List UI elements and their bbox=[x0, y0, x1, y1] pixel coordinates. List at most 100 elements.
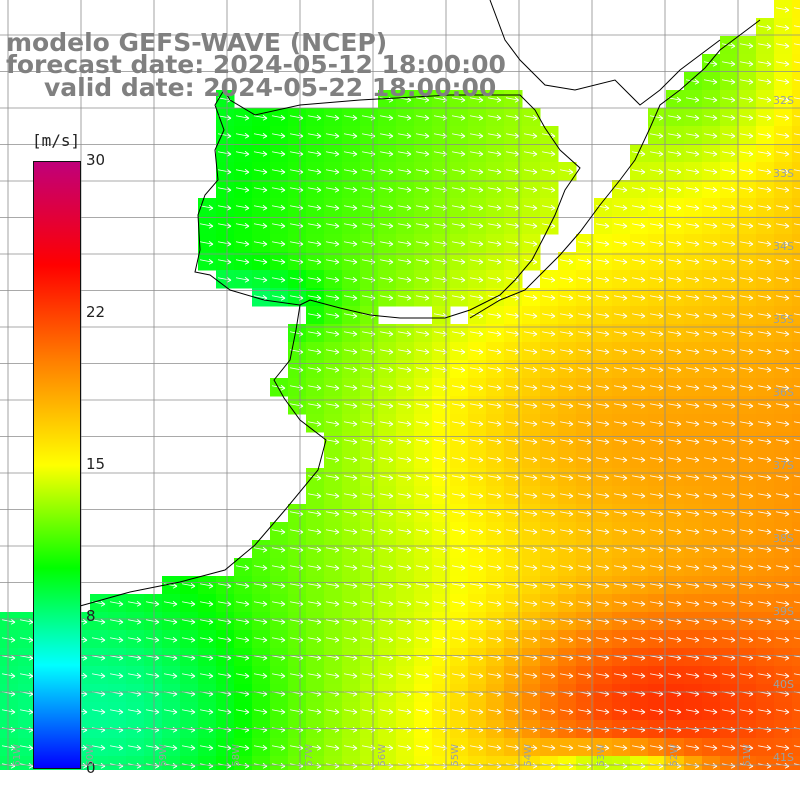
wind-vector bbox=[163, 744, 178, 751]
wind-vector bbox=[379, 546, 394, 553]
wind-vector bbox=[667, 636, 682, 643]
wind-vector bbox=[145, 708, 160, 715]
wind-vector bbox=[379, 438, 394, 445]
wind-vector bbox=[343, 492, 358, 499]
wind-vector bbox=[307, 582, 322, 589]
wind-vector bbox=[325, 492, 340, 499]
wind-vector bbox=[541, 276, 556, 283]
wind-vector bbox=[343, 186, 358, 193]
wind-vector bbox=[667, 582, 682, 589]
wind-vector bbox=[631, 312, 646, 319]
wind-vector bbox=[415, 186, 430, 193]
wind-vector bbox=[703, 150, 718, 157]
wind-vector bbox=[487, 582, 502, 589]
wind-vector bbox=[415, 294, 430, 301]
wind-vector bbox=[541, 348, 556, 355]
title-forecast-date: forecast date: 2024-05-12 18:00:00 bbox=[6, 50, 506, 79]
wind-vector bbox=[667, 276, 682, 283]
wind-vector bbox=[487, 204, 502, 211]
wind-vector bbox=[649, 636, 664, 643]
wind-vector bbox=[667, 402, 682, 409]
wind-vector bbox=[631, 600, 646, 607]
wind-vector bbox=[685, 222, 700, 229]
wind-vector bbox=[685, 438, 700, 445]
wind-vector bbox=[649, 420, 664, 427]
wind-vector bbox=[235, 132, 250, 139]
wind-vector bbox=[307, 204, 322, 211]
wind-vector bbox=[523, 240, 538, 247]
wind-vector bbox=[739, 294, 754, 301]
wind-vector bbox=[379, 744, 394, 751]
wind-vector bbox=[343, 618, 358, 625]
wind-vector bbox=[469, 744, 484, 751]
wind-vector bbox=[685, 240, 700, 247]
wind-vector bbox=[757, 42, 772, 49]
wind-vector bbox=[469, 366, 484, 373]
longitude-label: 56W bbox=[377, 744, 388, 767]
wind-vector bbox=[505, 366, 520, 373]
wind-vector bbox=[235, 600, 250, 607]
wind-vector bbox=[757, 60, 772, 67]
wind-vector bbox=[541, 492, 556, 499]
wind-vector bbox=[541, 618, 556, 625]
wind-vector bbox=[793, 187, 800, 190]
wind-vector bbox=[667, 258, 682, 265]
wind-vector bbox=[703, 348, 718, 355]
wind-vector bbox=[451, 636, 466, 643]
wind-vector bbox=[577, 600, 592, 607]
wind-vector bbox=[721, 384, 736, 391]
wind-vector bbox=[199, 618, 214, 625]
wind-vector bbox=[757, 258, 772, 265]
wind-vector bbox=[397, 294, 412, 301]
wind-vector bbox=[667, 744, 682, 751]
wind-vector bbox=[703, 528, 718, 535]
wind-vector bbox=[91, 672, 106, 679]
wind-vector bbox=[271, 276, 286, 283]
wind-vector bbox=[685, 456, 700, 463]
wind-vector bbox=[487, 492, 502, 499]
wind-speed-cell bbox=[792, 126, 800, 145]
wind-vector bbox=[451, 492, 466, 499]
wind-vector bbox=[217, 168, 232, 175]
wind-vector bbox=[613, 222, 628, 229]
wind-vector bbox=[325, 330, 340, 337]
wind-vector bbox=[577, 456, 592, 463]
wind-vector bbox=[685, 474, 700, 481]
wind-vector bbox=[667, 366, 682, 373]
wind-vector bbox=[325, 348, 340, 355]
wind-vector bbox=[649, 168, 664, 175]
wind-speed-cell bbox=[792, 666, 800, 685]
wind-vector bbox=[577, 240, 592, 247]
wind-speed-cell bbox=[792, 558, 800, 577]
wind-vector bbox=[415, 636, 430, 643]
wind-vector bbox=[505, 600, 520, 607]
wind-vector bbox=[739, 258, 754, 265]
wind-vector bbox=[775, 204, 790, 211]
wind-vector bbox=[739, 420, 754, 427]
wind-vector bbox=[559, 600, 574, 607]
wind-vector bbox=[397, 186, 412, 193]
wind-vector bbox=[775, 150, 790, 157]
wind-vector bbox=[577, 474, 592, 481]
wind-vector bbox=[307, 618, 322, 625]
wind-vector bbox=[793, 493, 800, 496]
wind-vector bbox=[577, 330, 592, 337]
longitude-label: 61W bbox=[12, 744, 23, 767]
wind-vector bbox=[775, 366, 790, 373]
wind-vector bbox=[703, 474, 718, 481]
wind-vector bbox=[415, 582, 430, 589]
wind-vector bbox=[487, 438, 502, 445]
wind-vector bbox=[271, 204, 286, 211]
wind-vector bbox=[505, 528, 520, 535]
wind-vector bbox=[541, 636, 556, 643]
wind-vector bbox=[325, 528, 340, 535]
wind-vector bbox=[415, 258, 430, 265]
wind-vector bbox=[667, 168, 682, 175]
wind-vector bbox=[199, 672, 214, 679]
wind-vector bbox=[505, 96, 520, 103]
wind-vector bbox=[739, 384, 754, 391]
wind-vector bbox=[703, 186, 718, 193]
wind-vector bbox=[739, 474, 754, 481]
wind-vector bbox=[415, 456, 430, 463]
wind-vector bbox=[217, 618, 232, 625]
